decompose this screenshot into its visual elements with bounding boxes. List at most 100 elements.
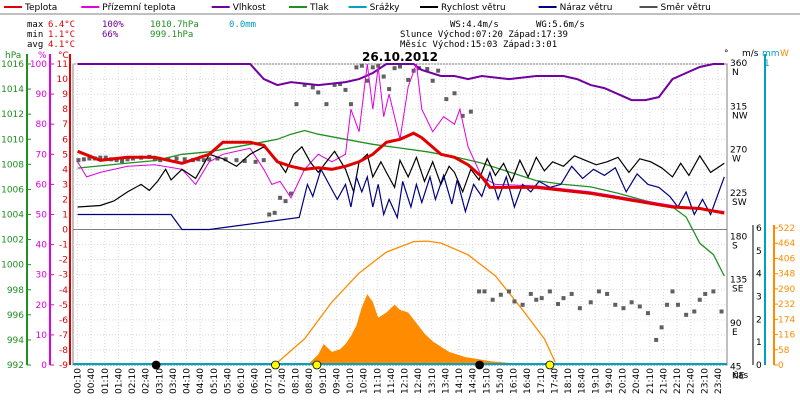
legend-label-hum: Vlhkost xyxy=(233,3,266,13)
stats-temp: 1.1°C xyxy=(48,30,75,40)
series-dir-point xyxy=(261,158,266,163)
axis-temp-tick: -9 xyxy=(59,361,68,371)
axis-wind-tick: 4 xyxy=(756,270,762,280)
axis-time-tick: 00:10 xyxy=(74,368,84,394)
axis-time-tick: 21:10 xyxy=(646,368,656,394)
series-dir-point xyxy=(645,311,650,316)
stats-hum: 100% xyxy=(102,20,124,30)
axis-time-tick: 11:10 xyxy=(373,368,383,394)
series-dir-point xyxy=(201,158,206,163)
axis-time-tick: 06:10 xyxy=(237,368,247,394)
stats-row-label: min xyxy=(27,30,43,40)
axis-solar-tick: 0 xyxy=(778,361,784,371)
stats-press: 999.1hPa xyxy=(150,30,193,40)
axis-temp-tick: -5 xyxy=(59,301,68,311)
series-dir-point xyxy=(76,158,81,163)
series-dir-point xyxy=(605,291,610,296)
legend-label-gust: Náraz větru xyxy=(560,3,613,13)
axis-dir-tick: 45 xyxy=(730,362,741,372)
series-dir-point xyxy=(588,300,593,305)
axis-temp-tick: 4 xyxy=(62,165,68,175)
axis-pct-tick: 20 xyxy=(36,301,48,311)
stats-hum: 66% xyxy=(102,30,119,40)
series-dir-point xyxy=(338,82,343,87)
axis-hpa-tick: 1016 xyxy=(1,60,24,70)
axis-solar-label: W xyxy=(780,49,789,59)
series-dir-point xyxy=(332,82,337,87)
stats-press: 1010.7hPa xyxy=(150,20,199,30)
axis-solar-tick: 58 xyxy=(778,346,790,356)
series-dir-point xyxy=(343,87,348,92)
axis-time-tick: 13:40 xyxy=(441,368,451,394)
series-dir-point xyxy=(98,155,103,160)
axis-rain-label: mm xyxy=(762,49,780,59)
axis-pct-tick: 10 xyxy=(36,331,48,341)
series-dir-point xyxy=(398,64,402,69)
axis-dir-tick: 270 xyxy=(730,146,747,156)
series-dir-point xyxy=(520,302,525,307)
axis-time-tick: 20:40 xyxy=(632,368,642,394)
series-dir-point xyxy=(637,304,642,309)
axis-time-tick: 02:40 xyxy=(142,368,152,394)
series-dir-point xyxy=(174,156,179,161)
axis-dir-tick: 225 xyxy=(730,189,747,199)
axis-wind-label: m/s xyxy=(742,49,759,59)
axis-solar-tick: 232 xyxy=(778,300,795,310)
axis-time-tick: 12:40 xyxy=(414,368,424,394)
axis-temp-tick: -3 xyxy=(59,271,68,281)
series-dir-point xyxy=(577,306,582,311)
series-dir-point xyxy=(703,291,708,296)
series-dir-point xyxy=(81,157,86,162)
series-dir-point xyxy=(158,158,163,163)
series-dir-point xyxy=(665,302,670,307)
stats-moon: Měsíc Východ:15:03 Západ:3:01 xyxy=(400,40,557,50)
axis-temp-tick: 1 xyxy=(62,211,68,221)
series-dir-point xyxy=(719,309,724,314)
axis-wind-tick: 1 xyxy=(756,338,762,348)
legend-label-press: Tlak xyxy=(309,3,330,13)
axis-temp-tick: -7 xyxy=(59,331,68,341)
axis-dir-name: SE xyxy=(732,285,744,295)
axis-time-tick: 15:10 xyxy=(482,368,492,394)
series-dir-point xyxy=(223,157,228,162)
series-dir-point xyxy=(289,191,293,196)
series-dir-point xyxy=(430,78,435,83)
axis-time-tick: 22:40 xyxy=(687,368,697,394)
axis-dir-name: NE xyxy=(732,371,745,381)
series-dir-point xyxy=(370,65,375,70)
axis-temp-label: °C xyxy=(58,51,69,61)
axis-pct-tick: 100 xyxy=(30,60,47,70)
event-marker xyxy=(545,360,555,370)
stats-rain: 0.0mm xyxy=(229,20,256,30)
stats-row-label: avg xyxy=(27,40,43,50)
legend-label-feels: Přízemní teplota xyxy=(102,3,175,13)
axis-time-tick: 23:10 xyxy=(700,368,710,394)
axis-hpa-tick: 998 xyxy=(7,286,24,296)
axis-time-tick: 04:40 xyxy=(196,368,206,394)
axis-temp-tick: -2 xyxy=(59,256,68,266)
series-dir-point xyxy=(365,78,370,83)
legend-label-wind: Rychlost větru xyxy=(441,3,506,13)
axis-solar-tick: 522 xyxy=(778,224,795,234)
axis-time-tick: 17:40 xyxy=(550,368,560,394)
stats-temp: 6.4°C xyxy=(48,20,75,30)
axis-time-tick: 03:10 xyxy=(155,368,165,394)
axis-solar-tick: 406 xyxy=(778,254,795,264)
axis-dir-name: SW xyxy=(732,198,747,208)
axis-dir-name: W xyxy=(732,155,741,165)
axis-pct-tick: 90 xyxy=(36,90,48,100)
axis-time-tick: 04:10 xyxy=(183,368,193,394)
axis-dir-label: ° xyxy=(724,49,729,59)
series-dir-point xyxy=(547,289,552,294)
axis-time-tick: 05:10 xyxy=(210,368,220,394)
series-dir-point xyxy=(490,297,495,302)
series-dir-point xyxy=(152,157,157,162)
axis-time-tick: 19:10 xyxy=(591,368,601,394)
series-dir-point xyxy=(234,158,239,163)
series-dir-point xyxy=(125,157,130,162)
series-dir-point xyxy=(354,65,359,70)
series-dir-point xyxy=(376,63,381,68)
axis-temp-tick: 6 xyxy=(62,135,68,145)
